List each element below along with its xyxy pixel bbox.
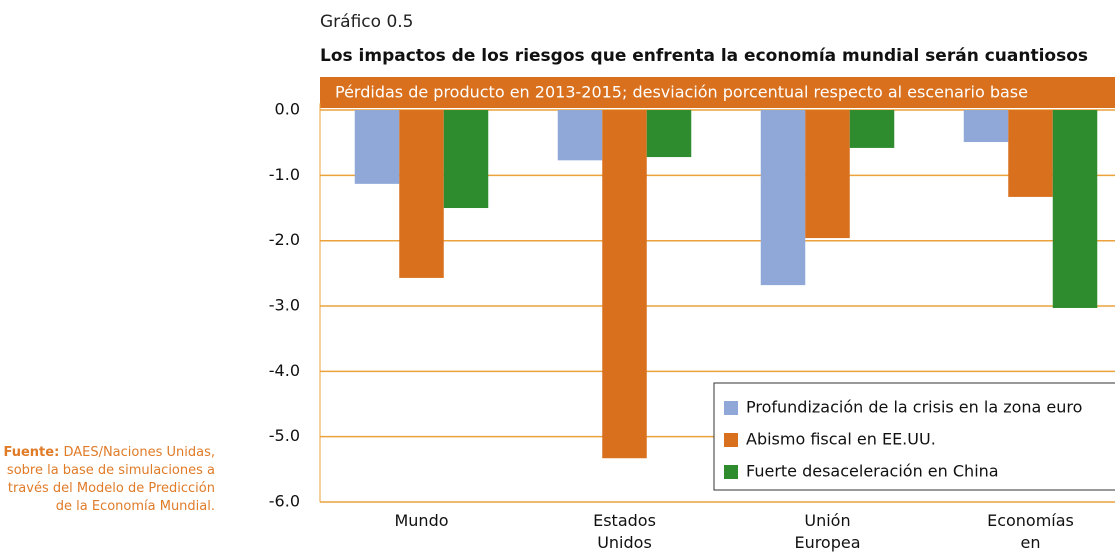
legend-label: Fuerte desaceleración en China bbox=[746, 462, 999, 481]
y-tick-label: -2.0 bbox=[269, 230, 300, 249]
legend-label: Profundización de la crisis en la zona e… bbox=[746, 398, 1082, 417]
bar bbox=[963, 110, 1009, 143]
y-tick-label: -3.0 bbox=[269, 296, 300, 315]
legend-label: Abismo fiscal en EE.UU. bbox=[746, 430, 936, 449]
bar bbox=[1052, 110, 1098, 308]
bar bbox=[849, 110, 895, 148]
y-tick-label: -4.0 bbox=[269, 361, 300, 380]
chart-title: Los impactos de los riesgos que enfrenta… bbox=[320, 46, 1088, 66]
chart-subtitle: Pérdidas de producto en 2013-2015; desvi… bbox=[335, 83, 1028, 102]
legend-swatch bbox=[724, 433, 738, 447]
bar bbox=[399, 110, 444, 278]
bar bbox=[557, 110, 603, 161]
x-tick-label: Economías en desarrollo bbox=[987, 511, 1074, 552]
y-tick-label: -1.0 bbox=[269, 165, 300, 184]
source-text: DAES/Naciones Unidas, sobre la base de s… bbox=[6, 445, 215, 514]
x-tick-label: Estados Unidos bbox=[593, 511, 656, 552]
x-tick-label: Unión Europea bbox=[794, 511, 861, 552]
bar bbox=[443, 110, 489, 209]
bar bbox=[646, 110, 692, 158]
chart-label: Gráfico 0.5 bbox=[320, 12, 413, 32]
bar bbox=[760, 110, 806, 286]
source-label: Fuente: bbox=[3, 445, 60, 460]
legend-swatch bbox=[724, 465, 738, 479]
legend-swatch bbox=[724, 401, 738, 415]
legend-box bbox=[713, 382, 1115, 491]
bar bbox=[805, 110, 850, 239]
bar bbox=[354, 110, 400, 184]
x-tick-label: Mundo bbox=[394, 511, 449, 530]
bar bbox=[602, 110, 647, 459]
y-tick-label: 0.0 bbox=[275, 100, 300, 119]
bar bbox=[1008, 110, 1053, 197]
subtitle-banner bbox=[320, 77, 1115, 108]
source-note: Fuente: DAES/Naciones Unidas, sobre la b… bbox=[0, 444, 216, 516]
y-tick-label: -6.0 bbox=[269, 492, 300, 511]
y-tick-label: -5.0 bbox=[269, 426, 300, 445]
